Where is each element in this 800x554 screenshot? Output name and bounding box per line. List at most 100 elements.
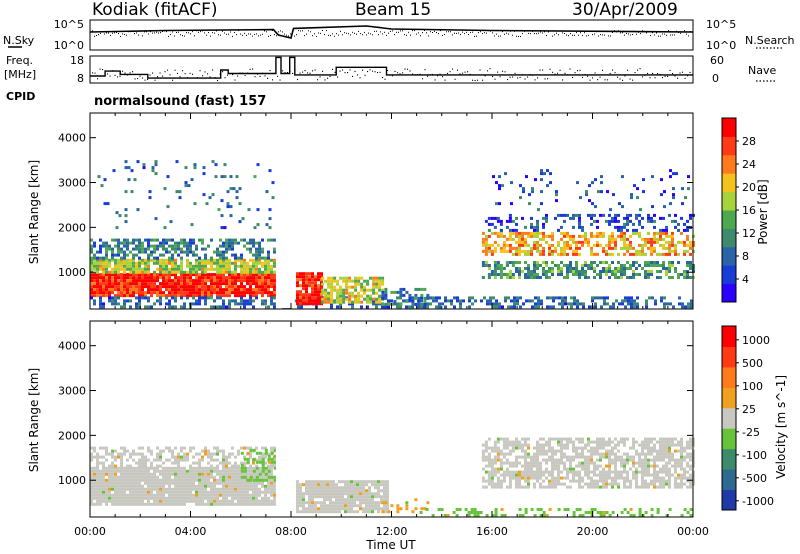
range-cell <box>216 261 219 265</box>
range-cell <box>144 264 147 268</box>
noise-search-dot <box>516 35 517 37</box>
range-cell <box>117 247 120 251</box>
range-cell <box>90 499 93 503</box>
range-cell <box>621 302 624 306</box>
range-cell <box>99 279 102 283</box>
range-cell <box>518 443 521 447</box>
range-cell <box>255 502 258 506</box>
range-cell <box>314 486 317 490</box>
range-cell <box>216 452 219 456</box>
range-cell <box>192 472 195 476</box>
range-cell <box>344 510 347 514</box>
range-cell <box>353 510 356 514</box>
range-cell <box>515 473 518 477</box>
range-cell <box>493 485 497 489</box>
range-cell <box>249 279 252 283</box>
range-cell <box>147 273 150 277</box>
range-cell <box>231 270 234 274</box>
range-cell <box>258 267 261 271</box>
range-cell <box>192 302 195 306</box>
range-cell <box>548 485 551 489</box>
range-cell <box>123 267 126 271</box>
range-cell <box>555 193 558 197</box>
range-cell <box>234 291 237 295</box>
range-cell <box>653 213 656 217</box>
range-cell <box>572 225 575 229</box>
range-cell <box>240 279 243 283</box>
range-cell <box>162 481 165 485</box>
range-cell <box>105 493 108 497</box>
range-cell <box>228 270 231 274</box>
range-cell <box>578 246 581 250</box>
range-cell <box>508 261 512 264</box>
range-cell <box>590 476 593 480</box>
range-cell <box>153 256 156 260</box>
range-cell <box>635 252 638 256</box>
range-cell <box>338 510 341 514</box>
range-cell <box>147 481 150 485</box>
range-cell <box>174 446 177 450</box>
range-cell <box>447 299 450 303</box>
range-cell <box>135 502 138 506</box>
range-cell <box>198 294 201 298</box>
range-cell <box>144 469 147 473</box>
noise-search-dot <box>678 32 679 33</box>
range-cell <box>611 216 614 220</box>
range-cell <box>584 473 587 477</box>
range-cell <box>165 481 168 485</box>
noise-search-dot <box>436 32 437 33</box>
range-cell <box>330 294 334 298</box>
nave-dot <box>584 74 586 76</box>
range-cell <box>273 481 276 485</box>
range-cell <box>207 267 210 271</box>
range-cell <box>99 469 102 473</box>
range-cell <box>671 264 674 267</box>
range-cell <box>371 495 374 499</box>
range-cell <box>563 246 566 250</box>
range-cell <box>261 481 264 485</box>
range-cell <box>102 481 105 485</box>
range-cell <box>530 470 533 474</box>
range-cell <box>222 305 225 309</box>
range-cell <box>311 272 314 276</box>
nave-dot <box>322 70 324 72</box>
nave-dot <box>469 73 471 75</box>
range-cell <box>511 237 515 241</box>
range-cell <box>590 485 593 489</box>
range-cell <box>90 276 93 280</box>
nave-dot <box>367 71 369 73</box>
range-cell <box>633 299 636 303</box>
range-cell <box>150 493 153 497</box>
range-cell <box>231 282 234 286</box>
range-cell <box>99 264 102 268</box>
range-cell <box>551 437 554 441</box>
range-cell <box>153 258 156 262</box>
noise-search-dot <box>614 30 615 32</box>
range-cell <box>93 264 96 268</box>
range-cell <box>414 507 418 511</box>
range-cell <box>420 293 424 297</box>
range-cell <box>368 501 371 505</box>
range-cell <box>611 270 614 273</box>
range-cell <box>207 449 210 453</box>
range-cell <box>261 469 265 473</box>
range-cell <box>560 446 563 450</box>
range-cell <box>496 273 500 276</box>
nave-dot <box>532 74 534 76</box>
range-cell <box>195 302 198 306</box>
range-cell <box>231 481 234 485</box>
range-cell <box>539 473 542 477</box>
range-cell <box>524 443 527 447</box>
range-cell <box>372 276 376 280</box>
range-cell <box>629 234 632 238</box>
range-cell <box>249 282 252 286</box>
range-cell <box>659 243 662 247</box>
range-cell <box>360 285 364 289</box>
range-cell <box>198 484 201 488</box>
range-cell <box>527 443 530 447</box>
range-cell <box>648 296 651 300</box>
range-cell <box>487 458 491 462</box>
data-region <box>321 276 385 304</box>
range-cell <box>492 302 495 306</box>
noise-search-dot <box>438 33 439 35</box>
